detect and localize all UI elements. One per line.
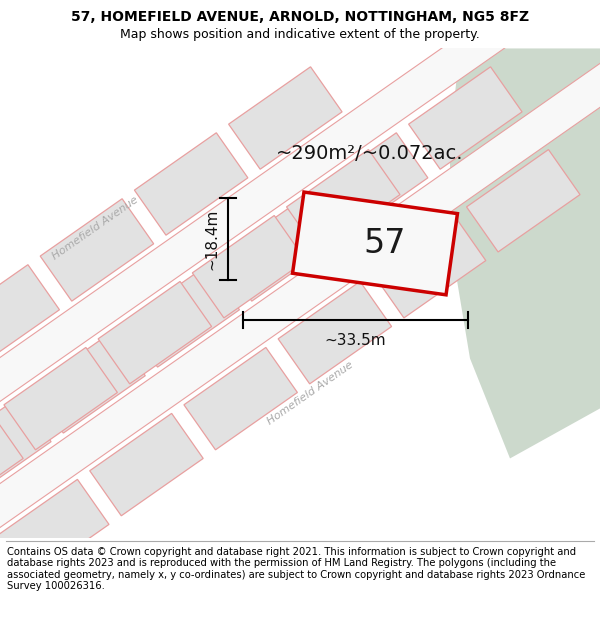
Polygon shape: [134, 132, 248, 235]
Text: ~33.5m: ~33.5m: [325, 333, 386, 348]
Polygon shape: [98, 281, 212, 384]
Polygon shape: [0, 265, 59, 367]
Text: Homefield Avenue: Homefield Avenue: [50, 195, 140, 262]
Text: Homefield Avenue: Homefield Avenue: [265, 360, 355, 427]
Polygon shape: [287, 149, 400, 252]
Polygon shape: [293, 192, 457, 295]
Polygon shape: [184, 348, 298, 450]
Text: Map shows position and indicative extent of the property.: Map shows position and indicative extent…: [120, 28, 480, 41]
Polygon shape: [450, 48, 600, 458]
Polygon shape: [467, 149, 580, 252]
Polygon shape: [90, 413, 203, 516]
Polygon shape: [229, 67, 342, 169]
Polygon shape: [32, 331, 145, 433]
Text: Contains OS data © Crown copyright and database right 2021. This information is : Contains OS data © Crown copyright and d…: [7, 546, 586, 591]
Polygon shape: [40, 199, 154, 301]
Text: ~290m²/~0.072ac.: ~290m²/~0.072ac.: [276, 144, 464, 163]
Polygon shape: [220, 199, 334, 301]
Text: ~18.4m: ~18.4m: [205, 209, 220, 270]
Polygon shape: [409, 67, 522, 169]
Polygon shape: [0, 397, 51, 499]
Polygon shape: [126, 265, 239, 367]
Polygon shape: [193, 216, 306, 318]
Polygon shape: [4, 348, 118, 450]
Text: 57: 57: [364, 227, 406, 260]
Polygon shape: [314, 132, 428, 235]
Polygon shape: [278, 281, 392, 384]
Polygon shape: [373, 216, 486, 318]
Polygon shape: [0, 413, 23, 516]
Polygon shape: [0, 479, 109, 582]
Text: 57, HOMEFIELD AVENUE, ARNOLD, NOTTINGHAM, NG5 8FZ: 57, HOMEFIELD AVENUE, ARNOLD, NOTTINGHAM…: [71, 9, 529, 24]
